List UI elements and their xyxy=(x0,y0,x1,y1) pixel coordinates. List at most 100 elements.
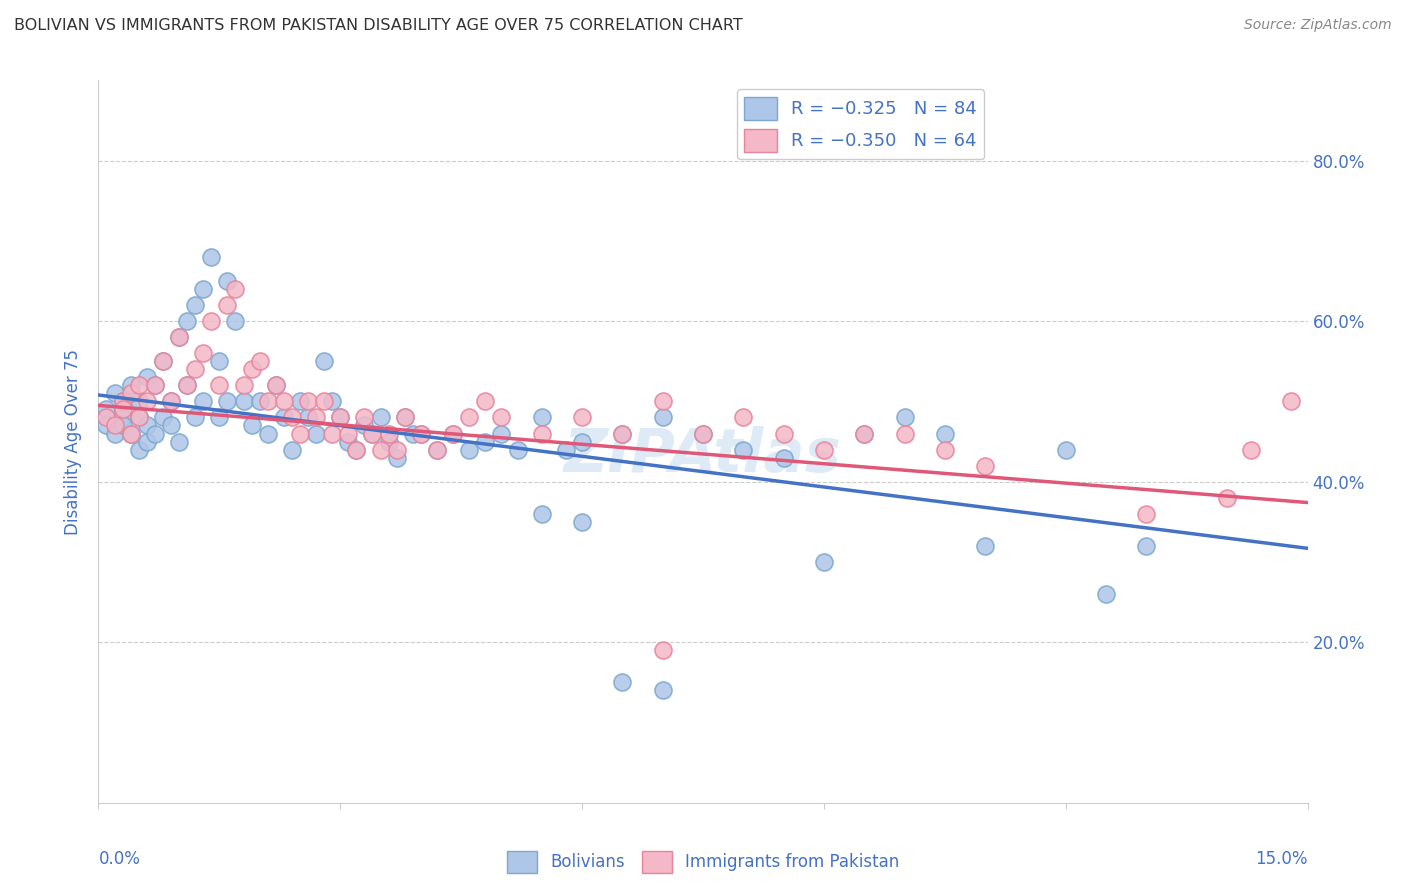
Point xyxy=(571,410,593,425)
Point xyxy=(152,410,174,425)
Point xyxy=(772,426,794,441)
Point xyxy=(441,426,464,441)
Point xyxy=(733,442,755,457)
Point xyxy=(651,643,673,657)
Point xyxy=(128,410,150,425)
Point xyxy=(135,394,157,409)
Point xyxy=(193,282,215,296)
Point xyxy=(135,370,157,384)
Point xyxy=(200,314,222,328)
Point xyxy=(176,378,198,392)
Point xyxy=(176,378,198,392)
Point xyxy=(893,410,915,425)
Point xyxy=(426,442,449,457)
Point xyxy=(193,346,215,360)
Point xyxy=(772,450,794,465)
Point xyxy=(893,426,915,441)
Point xyxy=(217,298,239,312)
Point xyxy=(160,418,183,433)
Point xyxy=(184,362,207,376)
Point xyxy=(96,402,118,417)
Point xyxy=(249,394,271,409)
Point xyxy=(692,426,714,441)
Text: 15.0%: 15.0% xyxy=(1256,850,1308,868)
Point xyxy=(152,354,174,368)
Point xyxy=(128,378,150,392)
Point xyxy=(143,378,166,392)
Point xyxy=(692,426,714,441)
Point xyxy=(281,442,304,457)
Point xyxy=(176,314,198,328)
Point xyxy=(571,515,593,529)
Point xyxy=(337,426,360,441)
Point xyxy=(337,434,360,449)
Point xyxy=(273,410,295,425)
Point xyxy=(853,426,876,441)
Point xyxy=(1135,507,1157,521)
Point xyxy=(249,354,271,368)
Legend: Bolivians, Immigrants from Pakistan: Bolivians, Immigrants from Pakistan xyxy=(501,845,905,880)
Point xyxy=(344,442,367,457)
Point xyxy=(135,418,157,433)
Point xyxy=(474,394,496,409)
Y-axis label: Disability Age Over 75: Disability Age Over 75 xyxy=(65,349,83,534)
Point xyxy=(240,362,263,376)
Point xyxy=(96,410,118,425)
Point xyxy=(491,426,513,441)
Point xyxy=(224,314,246,328)
Point xyxy=(353,410,375,425)
Point xyxy=(974,539,997,553)
Point xyxy=(394,410,416,425)
Point xyxy=(321,426,343,441)
Point xyxy=(361,426,384,441)
Point xyxy=(441,426,464,441)
Point xyxy=(240,418,263,433)
Point xyxy=(143,426,166,441)
Point xyxy=(167,330,190,344)
Point xyxy=(321,394,343,409)
Point xyxy=(402,426,425,441)
Point xyxy=(217,394,239,409)
Point xyxy=(370,410,392,425)
Point xyxy=(111,394,134,409)
Text: ZIPAtlas: ZIPAtlas xyxy=(564,426,842,485)
Point xyxy=(96,418,118,433)
Point xyxy=(305,410,328,425)
Point xyxy=(1240,442,1263,457)
Point xyxy=(103,418,125,433)
Point xyxy=(128,442,150,457)
Point xyxy=(651,683,673,698)
Point xyxy=(1281,394,1303,409)
Point xyxy=(651,394,673,409)
Point xyxy=(458,410,481,425)
Point xyxy=(128,410,150,425)
Point xyxy=(377,434,399,449)
Point xyxy=(934,426,956,441)
Point xyxy=(361,426,384,441)
Point xyxy=(143,378,166,392)
Point xyxy=(232,378,254,392)
Point xyxy=(297,394,319,409)
Point xyxy=(288,394,311,409)
Point xyxy=(111,418,134,433)
Point xyxy=(193,394,215,409)
Point xyxy=(103,386,125,401)
Point xyxy=(200,250,222,264)
Point xyxy=(135,434,157,449)
Point xyxy=(208,410,231,425)
Point xyxy=(344,442,367,457)
Point xyxy=(506,442,529,457)
Point xyxy=(314,354,336,368)
Point xyxy=(208,354,231,368)
Point xyxy=(530,410,553,425)
Point xyxy=(353,418,375,433)
Point xyxy=(426,442,449,457)
Point xyxy=(111,394,134,409)
Point xyxy=(458,442,481,457)
Point xyxy=(530,507,553,521)
Point xyxy=(297,410,319,425)
Point xyxy=(394,410,416,425)
Point xyxy=(256,426,278,441)
Point xyxy=(491,410,513,425)
Point xyxy=(314,394,336,409)
